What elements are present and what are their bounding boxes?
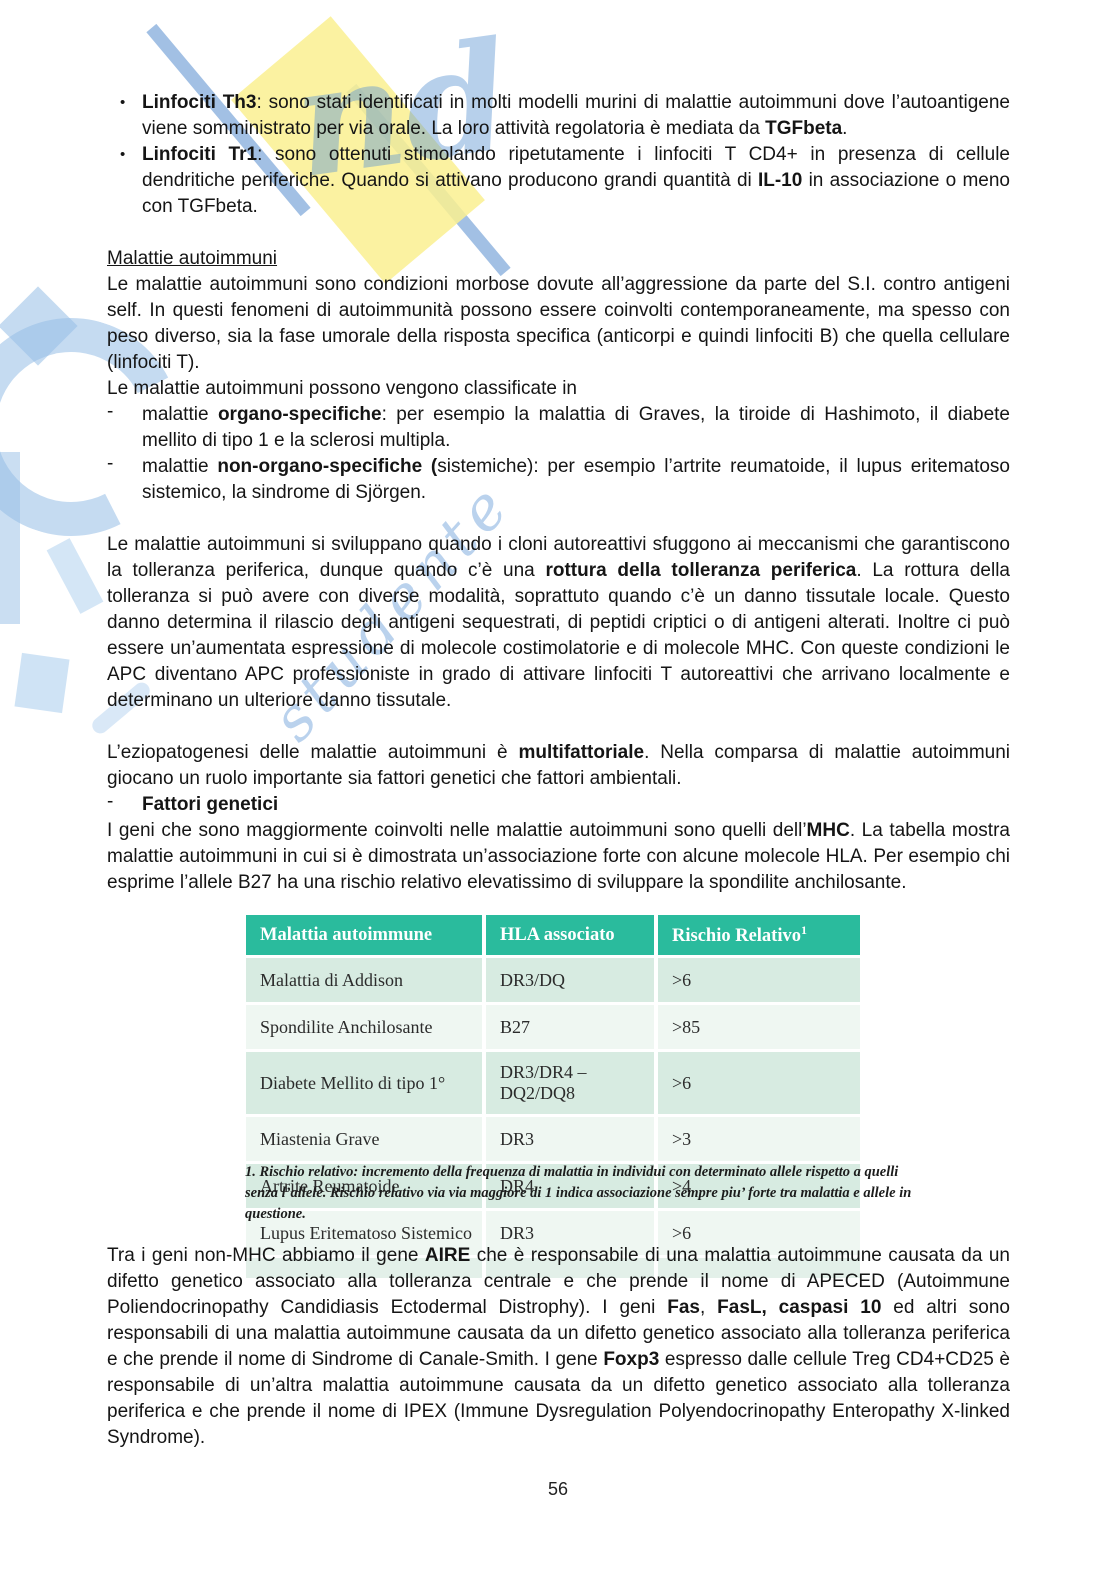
- cell-risk: >6: [658, 1052, 860, 1115]
- watermark-logo-shape: [46, 538, 104, 614]
- watermark-logo-shape: [0, 452, 20, 624]
- table-row: Miastenia Grave DR3 >3: [246, 1117, 860, 1162]
- subsection-heading: - Fattori genetici: [107, 791, 1010, 818]
- list-item: - malattie non-organo-specifiche (sistem…: [107, 453, 1010, 506]
- hla-table: Malattia autoimmune HLA associato Rischi…: [242, 912, 864, 1281]
- bullet-marker: •: [120, 94, 126, 111]
- list-item: • Linfociti Th3: sono stati identificati…: [107, 90, 1010, 142]
- cell-hla: DR3: [486, 1211, 654, 1256]
- paragraph-nonmhc-genes: Tra i geni non-MHC abbiamo il gene AIRE …: [107, 1245, 1010, 1448]
- table-header-hla: HLA associato: [486, 915, 654, 956]
- bullet-list: • Linfociti Th3: sono stati identificati…: [107, 90, 1010, 220]
- watermark-logo-shape: [0, 286, 78, 366]
- cell-risk: >3: [658, 1117, 860, 1162]
- list-item: - malattie organo-specifiche: per esempi…: [107, 401, 1010, 454]
- list-item: • Linfociti Tr1: sono ottenuti stimoland…: [107, 142, 1010, 220]
- cell-hla: B27: [486, 1005, 654, 1050]
- page-body-text: • Linfociti Th3: sono stati identificati…: [107, 90, 1010, 896]
- cell-risk: >85: [658, 1005, 860, 1050]
- section-heading: Malattie autoimmuni: [107, 248, 278, 269]
- cell-disease: Spondilite Anchilosante: [246, 1005, 482, 1050]
- cell-risk: >4: [658, 1164, 860, 1209]
- cell-disease: Miastenia Grave: [246, 1117, 482, 1162]
- table-header-row: Malattia autoimmune HLA associato Rischi…: [246, 915, 860, 956]
- watermark-logo-shape: [14, 652, 70, 714]
- table-row: Artrite Reumatoide DR4 >4: [246, 1164, 860, 1209]
- subsection-heading-text: Fattori genetici: [142, 794, 279, 815]
- list-item-text: Linfociti Th3: sono stati identificati i…: [142, 92, 1010, 139]
- table-row: Diabete Mellito di tipo 1° DR3/DR4 – DQ2…: [246, 1052, 860, 1115]
- paragraph-etiology: L’eziopatogenesi delle malattie autoimmu…: [107, 742, 1011, 789]
- table-row: Spondilite Anchilosante B27 >85: [246, 1005, 860, 1050]
- cell-risk: >6: [658, 1211, 860, 1256]
- hla-table-container: Malattia autoimmune HLA associato Rischi…: [242, 912, 864, 1281]
- cell-hla: DR3/DR4 – DQ2/DQ8: [486, 1052, 654, 1115]
- table-header-risk: Rischio Relativo1: [658, 915, 860, 956]
- table-footnote: 1. Rischio relativo: incremento della fr…: [245, 1164, 912, 1222]
- table-header-disease: Malattia autoimmune: [246, 915, 482, 956]
- footnote-reference: 1: [800, 923, 807, 937]
- cell-disease: Diabete Mellito di tipo 1°: [246, 1052, 482, 1115]
- cell-disease: Lupus Eritematoso Sistemico: [246, 1211, 482, 1256]
- table-footer-strip: [246, 1258, 860, 1279]
- cell-risk: >6: [658, 958, 860, 1003]
- page-number: 56: [547, 1479, 569, 1499]
- cell-disease: Artrite Reumatoide: [246, 1164, 482, 1209]
- paragraph-intro: Le malattie autoimmuni sono condizioni m…: [107, 274, 1010, 373]
- cell-hla: DR4: [486, 1164, 654, 1209]
- paragraph-mhc: I geni che sono maggiormente coinvolti n…: [107, 820, 1010, 893]
- list-item-text: Linfociti Tr1: sono ottenuti stimolando …: [142, 144, 1011, 217]
- table-row: Malattia di Addison DR3/DQ >6: [246, 958, 860, 1003]
- cell-hla: DR3: [486, 1117, 654, 1162]
- dash-marker: -: [107, 791, 114, 812]
- dash-marker: -: [107, 453, 114, 474]
- dash-marker: -: [107, 401, 114, 422]
- table-row: Lupus Eritematoso Sistemico DR3 >6: [246, 1211, 860, 1256]
- paragraph-classification: Le malattie autoimmuni possono vengono c…: [107, 378, 577, 399]
- cell-hla: DR3/DQ: [486, 958, 654, 1003]
- cell-disease: Malattia di Addison: [246, 958, 482, 1003]
- paragraph-tolerance: Le malattie autoimmuni si sviluppano qua…: [107, 534, 1010, 711]
- list-item-text: malattie non-organo-specifiche (sistemic…: [142, 456, 1010, 503]
- list-item-text: malattie organo-specifiche: per esempio …: [142, 404, 1010, 451]
- bullet-marker: •: [120, 146, 126, 163]
